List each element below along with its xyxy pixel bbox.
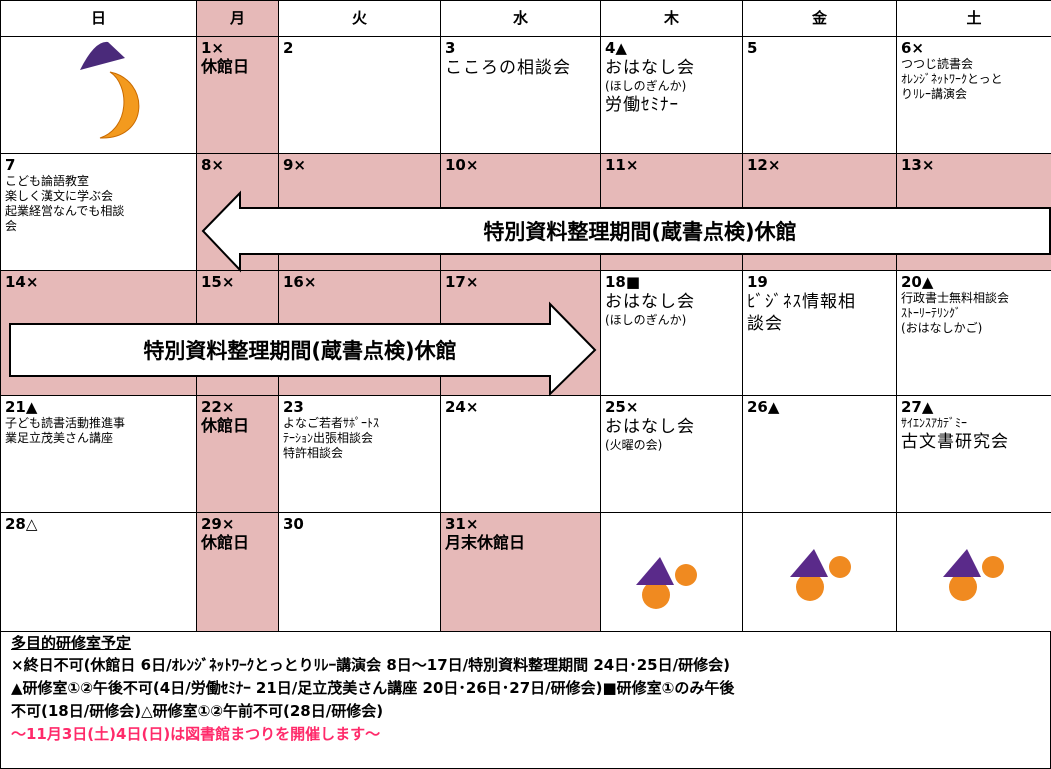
arrow-label: 特別資料整理期間(蔵書点検)休館 — [483, 220, 796, 244]
cell-text: 23 — [283, 398, 304, 416]
notes-line: 不可(18日/研修会)△研修室①②午前不可(28日/研修会) — [11, 702, 384, 720]
cell-text: 6× — [901, 39, 925, 57]
cell-text: りﾘﾚｰ講演会 — [901, 87, 968, 101]
arrow-label: 特別資料整理期間(蔵書点検)休館 — [143, 339, 456, 363]
cell-text: 27▲ — [901, 398, 934, 416]
notes-title: 多目的研修室予定 — [11, 634, 132, 652]
event-note: ～11月3日(土)4日(日)は図書館まつりを開催します～ — [11, 725, 381, 743]
cell-text: つつじ読書会 — [901, 57, 974, 71]
cell-text: 10× — [445, 156, 479, 174]
witch-hat — [636, 557, 674, 585]
cell-text: 3 — [445, 39, 456, 57]
day-cell: 20▲ 行政書士無料相談会 ｽﾄｰﾘｰﾃﾘﾝｸﾞ (おはなしかご) — [896, 270, 1051, 396]
day-cell: 4▲ おはなし会 (ほしのぎんか) 労働ｾﾐﾅｰ — [600, 36, 743, 154]
cell-text: ﾋﾞｼﾞﾈｽ情報相 — [747, 292, 856, 312]
cell-text: 会 — [5, 219, 18, 233]
cell-text: 子ども読書活動推進事 — [5, 416, 126, 430]
pumpkin — [675, 564, 697, 586]
day-cell: 21▲ 子ども読書活動推進事 業足立茂美さん講座 — [0, 395, 197, 513]
day-cell: 22× 休館日 — [196, 395, 279, 513]
cell-text: 4▲ — [605, 39, 627, 57]
cell-text: 17× — [445, 273, 479, 291]
cell-text: 談会 — [747, 314, 783, 334]
day-cell: 31× 月末休館日 — [440, 512, 601, 632]
witch-hat — [790, 549, 828, 577]
cell-text: 特許相談会 — [283, 446, 344, 460]
cell-text: 月末休館日 — [445, 533, 526, 552]
cell-text: 休館日 — [201, 416, 250, 435]
cell-text: 13× — [901, 156, 935, 174]
cell-text: 9× — [283, 156, 307, 174]
cell-text: ｽﾄｰﾘｰﾃﾘﾝｸﾞ — [901, 306, 962, 320]
cell-text: おはなし会 — [605, 292, 695, 312]
cell-text: (ほしのぎんか) — [605, 313, 687, 327]
moon-icon — [99, 71, 140, 139]
cell-text: (おはなしかご) — [901, 321, 983, 335]
cell-text: 16× — [283, 273, 317, 291]
cell-text: (ほしのぎんか) — [605, 79, 687, 93]
day-cell: 29× 休館日 — [196, 512, 279, 632]
notes-line: ▲研修室①②午後不可(4日/労働ｾﾐﾅｰ 21日/足立茂美さん講座 20日･26… — [11, 679, 735, 697]
cell-text: おはなし会 — [605, 417, 695, 437]
cell-text: よなご若者ｻﾎﾟｰﾄｽ — [283, 416, 380, 430]
cell-text: 休館日 — [201, 57, 250, 76]
cell-text: 7 — [5, 156, 16, 174]
cell-text: 14× — [5, 273, 39, 291]
witch-hat — [943, 549, 981, 577]
pumpkin — [949, 573, 977, 601]
cell-text: 20▲ — [901, 273, 934, 291]
cell-text: 29× — [201, 515, 235, 533]
cell-text: (火曜の会) — [605, 438, 663, 452]
cell-text: 行政書士無料相談会 — [901, 291, 1010, 305]
cell-text: 12× — [747, 156, 781, 174]
day-cell: 7 こども論語教室 楽しく漢文に学ぶ会 起業経営なんでも相談会 — [0, 153, 197, 271]
cell-text: ﾃｰｼｮﾝ出張相談会 — [283, 431, 374, 445]
cell-text: 30 — [283, 515, 304, 533]
cell-text: 11× — [605, 156, 639, 174]
cell-text: 18■ — [605, 273, 641, 291]
cell-text: 休館日 — [201, 533, 250, 552]
notes: 多目的研修室予定 ×終日不可(休館日 6日/ｵﾚﾝｼﾞﾈｯﾄﾜｰｸとっとりﾘﾚｰ講… — [0, 631, 1051, 769]
cell-text: 24× — [445, 398, 479, 416]
cell-text: おはなし会 — [605, 58, 695, 78]
cell-text: 26▲ — [747, 398, 780, 416]
cell-text: 25× — [605, 398, 639, 416]
pumpkin — [829, 556, 851, 578]
day-header: 月 — [196, 0, 279, 37]
arrow-right — [9, 301, 597, 397]
cell-text: 労働ｾﾐﾅｰ — [605, 95, 679, 115]
pumpkin — [642, 581, 670, 609]
arrow-left — [201, 190, 1051, 273]
cell-text: こども論語教室 — [5, 174, 90, 188]
cell-text: 19 — [747, 273, 768, 291]
cell-text: 28△ — [5, 515, 38, 533]
cell-text: 古文書研究会 — [901, 432, 1009, 452]
pumpkin — [982, 556, 1004, 578]
cell-text: ｻｲｴﾝｽｱｶﾃﾞﾐｰ — [901, 416, 968, 430]
cell-text: 起業経営なんでも相談 — [5, 204, 125, 218]
day-cell: 27▲ ｻｲｴﾝｽｱｶﾃﾞﾐｰ 古文書研究会 — [896, 395, 1051, 513]
cell-text: 21▲ — [5, 398, 38, 416]
cell-text: 楽しく漢文に学ぶ会 — [5, 189, 114, 203]
cell-text: 1× — [201, 39, 225, 57]
cell-text: 31× — [445, 515, 479, 533]
witch-hat — [80, 41, 125, 70]
cell-text: 2 — [283, 39, 294, 57]
cell-text: 15× — [201, 273, 235, 291]
cell-text: 8× — [201, 156, 225, 174]
cell-text: こころの相談会 — [445, 58, 571, 78]
notes-line: ×終日不可(休館日 6日/ｵﾚﾝｼﾞﾈｯﾄﾜｰｸとっとりﾘﾚｰ講演会 8日～17… — [11, 656, 730, 674]
cell-text: 業足立茂美さん講座 — [5, 431, 114, 445]
cell-text: 22× — [201, 398, 235, 416]
pumpkin — [796, 573, 824, 601]
cell-text: 5 — [747, 39, 758, 57]
cell-text: ｵﾚﾝｼﾞﾈｯﾄﾜｰｸとっと — [901, 72, 1003, 86]
